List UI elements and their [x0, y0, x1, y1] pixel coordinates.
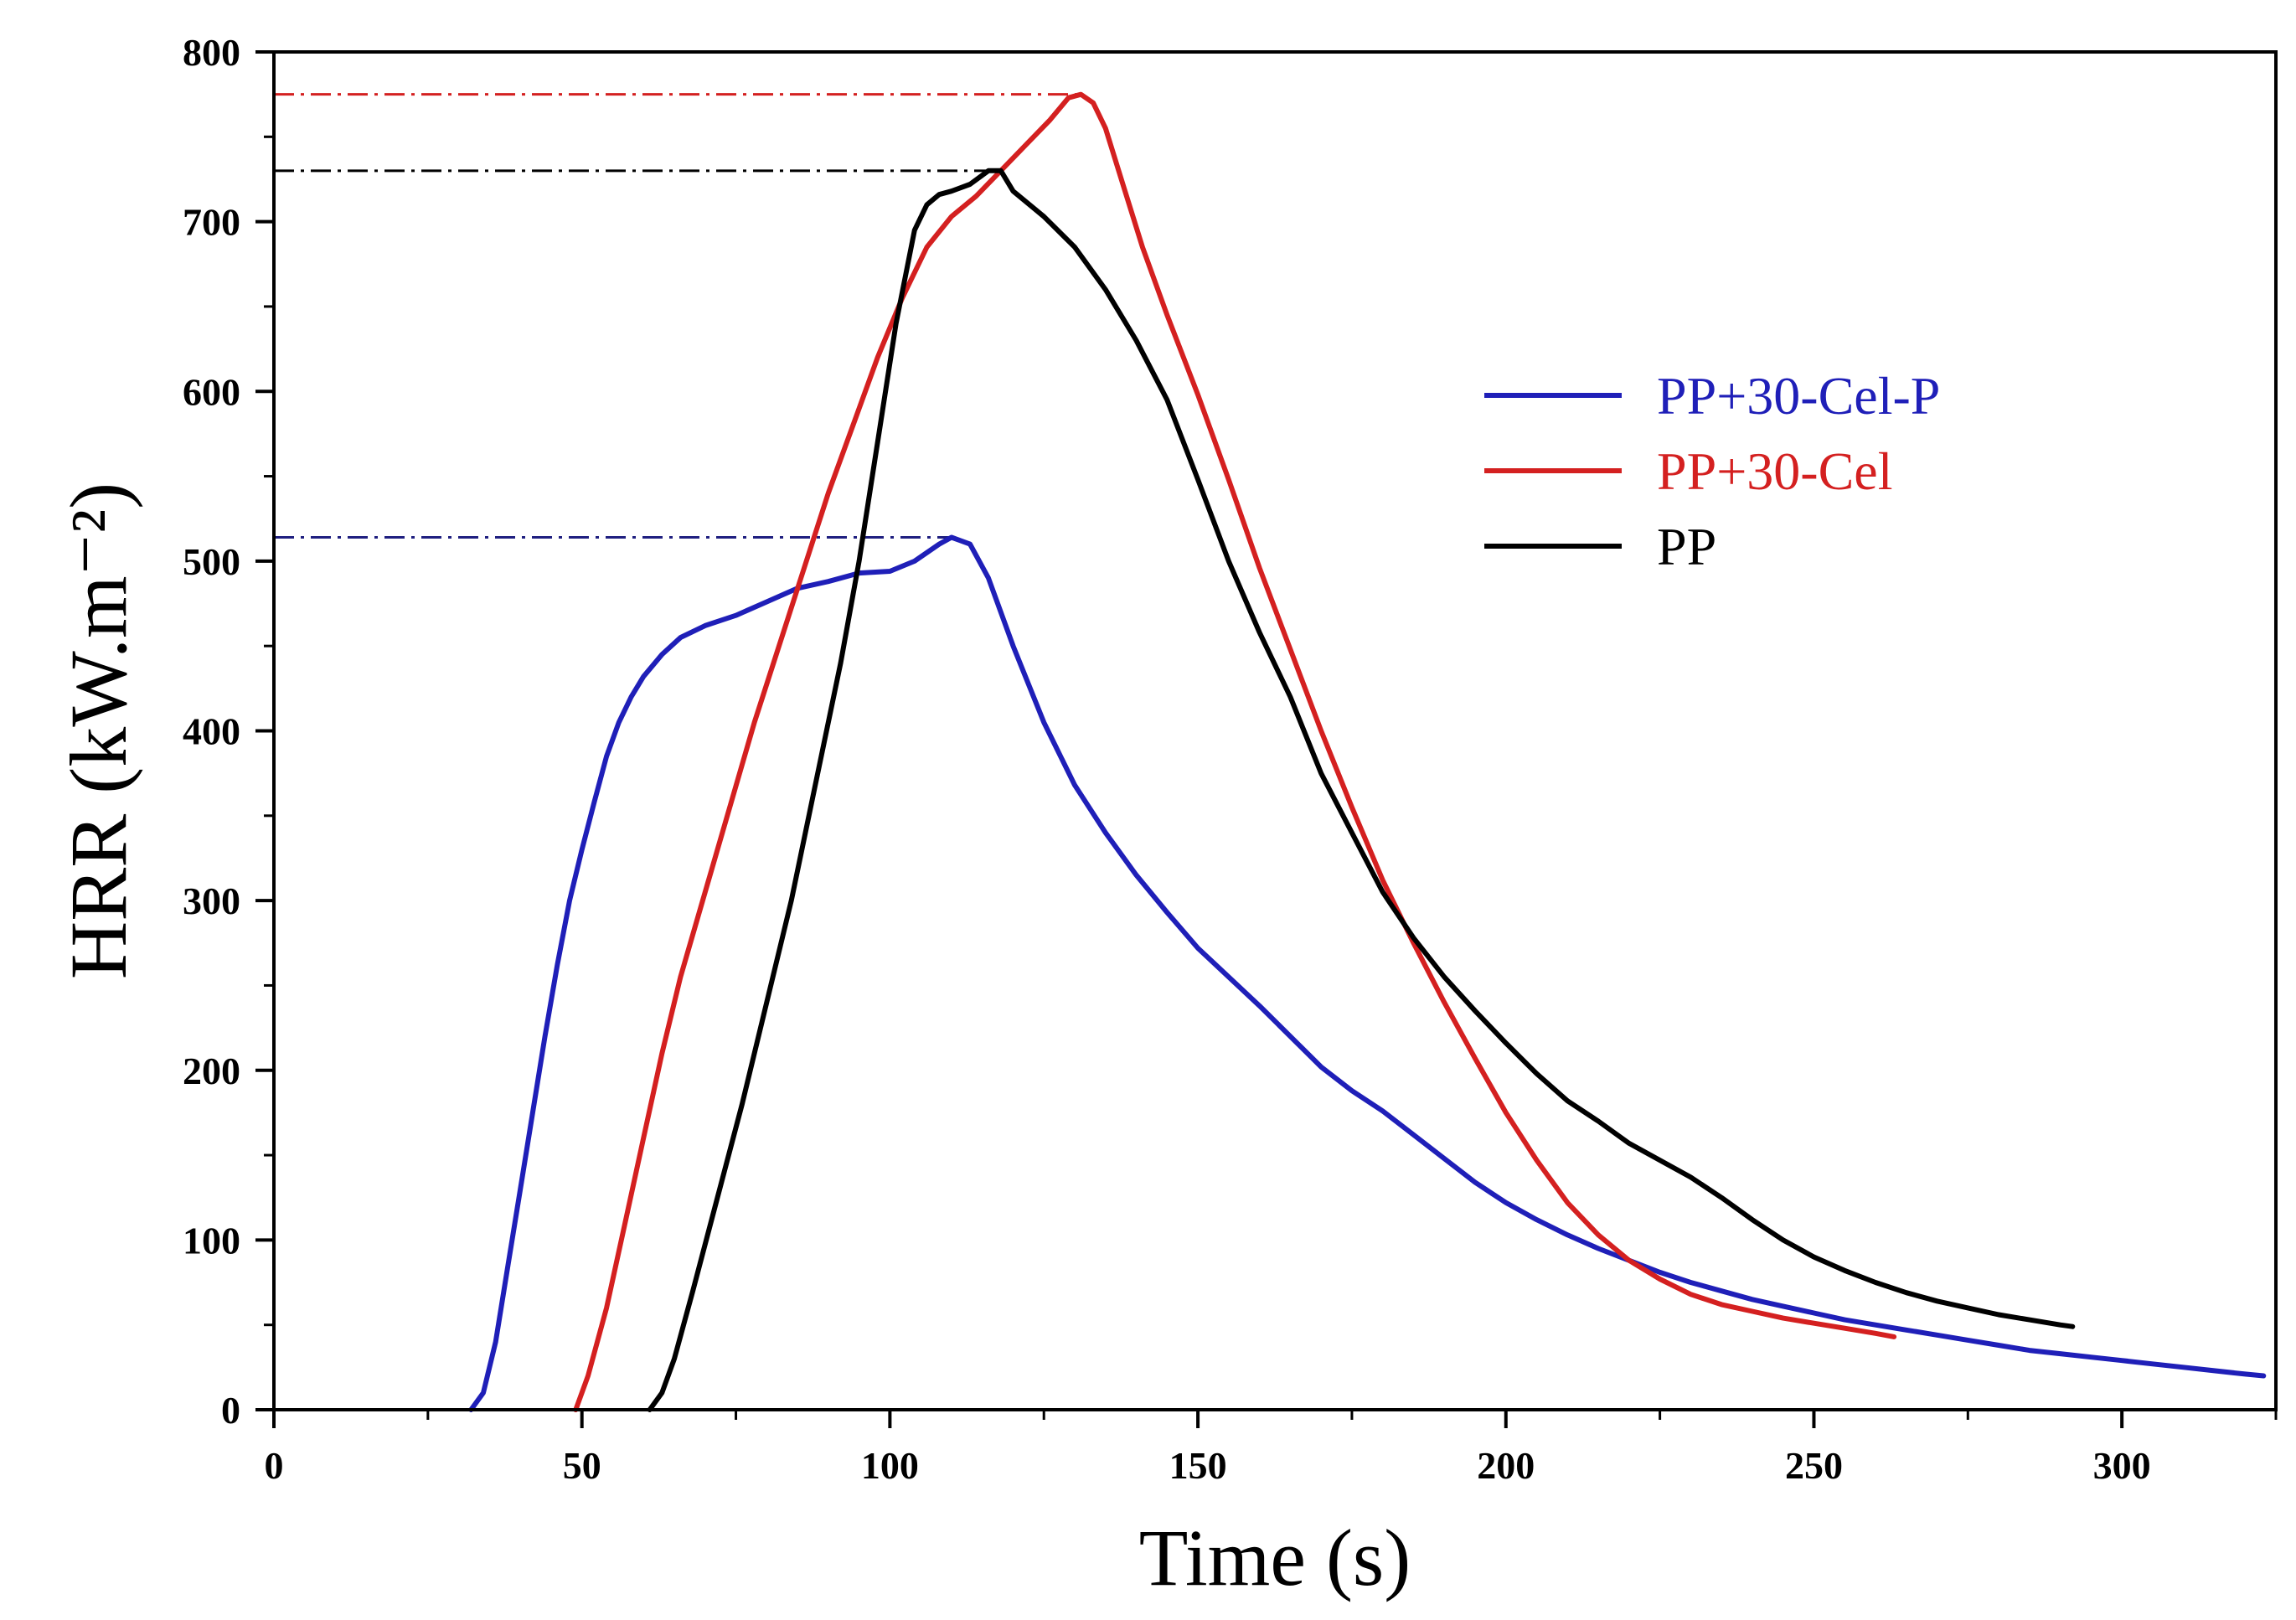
y-tick-label: 400 — [183, 710, 240, 753]
y-axis-title: HRR (kW.m⁻²) — [54, 482, 143, 979]
y-tick-label: 300 — [183, 880, 240, 922]
legend-label: PP+30-Cel-P — [1657, 366, 1940, 426]
y-tick-label: 700 — [183, 201, 240, 244]
y-tick-label: 500 — [183, 540, 240, 583]
legend: PP+30-Cel-P PP+30-Cel PP — [1484, 366, 1940, 576]
x-tick-label: 300 — [2093, 1444, 2151, 1487]
x-tick-label: 150 — [1169, 1444, 1227, 1487]
peak-reference-lines — [274, 93, 1081, 539]
series-line — [647, 168, 2076, 1412]
legend-label: PP+30-Cel — [1657, 441, 1892, 501]
series-line — [468, 534, 2267, 1412]
y-axis-ticks: 0 100 200 300 400 500 600 700 800 — [183, 31, 274, 1432]
y-tick-label: 800 — [183, 31, 240, 74]
series-lines — [468, 91, 2267, 1412]
x-tick-label: 0 — [265, 1444, 284, 1487]
y-tick-label: 100 — [183, 1219, 240, 1261]
legend-label: PP — [1657, 517, 1716, 576]
x-tick-label: 200 — [1477, 1444, 1535, 1487]
x-tick-label: 100 — [861, 1444, 919, 1487]
y-tick-label: 600 — [183, 370, 240, 413]
x-axis-title: Time (s) — [1139, 1513, 1411, 1602]
y-tick-label: 0 — [221, 1389, 240, 1432]
x-tick-label: 50 — [563, 1444, 601, 1487]
plot-frame — [272, 50, 2278, 1411]
y-tick-label: 200 — [183, 1050, 240, 1092]
x-tick-label: 250 — [1785, 1444, 1843, 1487]
x-axis-ticks: 0 50 100 150 200 250 300 — [265, 1410, 2278, 1487]
series-line — [573, 91, 1897, 1412]
